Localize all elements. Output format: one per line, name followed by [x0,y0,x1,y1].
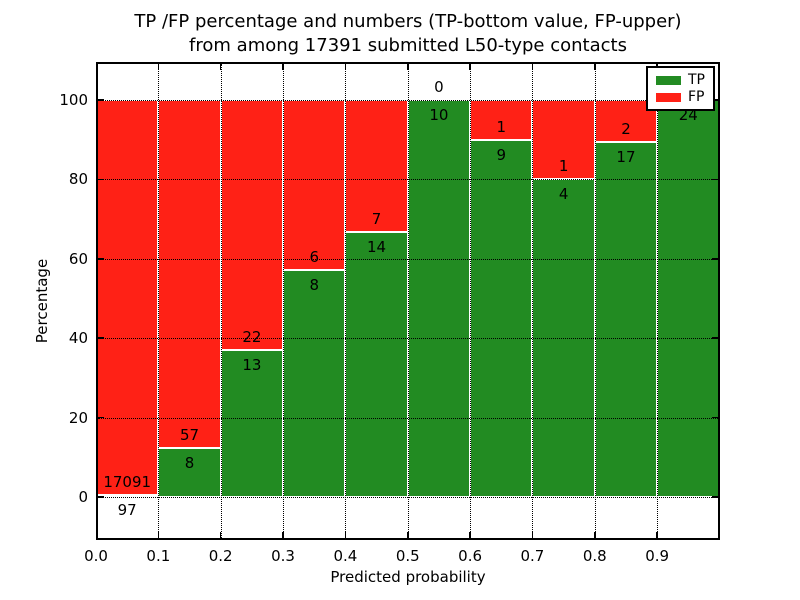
fp-count-label: 6 [309,248,319,267]
fp-count-label: 0 [434,78,444,96]
bar-segment-fp [532,100,595,180]
grid-line-vertical [594,64,596,538]
x-tick-label: 0.9 [645,547,670,565]
x-tick-mark [531,532,534,538]
x-tick-mark [407,64,409,70]
fp-count-label: 2 [621,119,631,138]
legend-box: TP FP [646,66,715,111]
x-tick-mark [531,64,534,70]
y-tick-mark [98,99,104,101]
tp-count-label: 14 [367,238,387,257]
fp-count-label: 17091 [103,472,152,491]
x-tick-mark [219,64,222,70]
x-tick-mark [656,532,658,538]
y-tick-label: 100 [59,91,88,109]
legend-label-fp: FP [688,89,705,105]
x-tick-label: 0.5 [395,547,420,565]
x-tick-label: 0.6 [458,547,483,565]
x-tick-mark [594,532,596,538]
fp-count-label: 22 [242,327,262,346]
bar-segment-fp [96,100,159,495]
tp-count-label: 8 [184,454,195,473]
grid-line-vertical [220,64,222,538]
chart-title-line1: TP /FP percentage and numbers (TP-bottom… [134,11,682,32]
x-tick-label: 0.7 [520,547,545,565]
bar-segment-tp [470,139,533,497]
y-tick-label: 80 [68,170,88,189]
legend-swatch-tp-icon [656,75,681,85]
y-tick-mark [98,496,104,498]
x-tick-mark [157,64,160,70]
grid-line-vertical [532,64,534,538]
grid-line-vertical [345,64,347,538]
x-tick-mark [469,64,471,70]
x-tick-mark [344,64,347,70]
y-tick-label: 60 [68,249,88,268]
tp-count-label: 97 [117,500,137,519]
tp-count-label: 9 [496,145,507,164]
x-tick-mark [282,64,284,70]
grid-line-vertical [158,64,160,538]
x-tick-mark [407,532,409,538]
x-tick-mark [594,64,596,70]
y-tick-mark [712,99,718,101]
y-tick-mark [98,416,104,419]
bar-segment-fp [220,100,284,350]
y-tick-label: 40 [68,329,88,348]
fp-count-label: 57 [179,426,200,445]
y-tick-mark [712,178,718,181]
bar-segment-tp [345,232,408,497]
x-tick-mark [219,532,222,538]
bar-segment-fp [158,100,221,449]
y-tick-mark [712,416,718,419]
x-tick-mark [157,532,160,538]
tp-count-label: 8 [309,276,319,295]
tp-count-label: 13 [242,355,262,374]
fp-count-label: 1 [558,157,569,176]
x-tick-label: 0.4 [333,547,358,565]
legend-entry-tp: TP [656,72,713,88]
y-tick-label: 20 [68,408,88,427]
bar-segment-fp [345,100,408,233]
x-axis-title: Predicted probability [330,568,486,586]
tp-count-label: 4 [558,185,569,204]
grid-line-vertical [470,64,472,538]
y-tick-mark [98,337,104,339]
legend-entry-fp: FP [656,89,713,105]
grid-line-vertical [407,64,409,538]
tp-count-label: 17 [616,147,636,166]
x-tick-mark [344,532,347,538]
y-tick-mark [98,178,104,181]
x-tick-label: 0.8 [582,547,607,565]
tp-count-label: 10 [429,106,449,124]
y-tick-mark [98,258,104,260]
legend-label-tp: TP [688,72,705,88]
y-tick-mark [712,337,718,339]
bar-segment-tp [283,270,346,497]
x-tick-label: 0.1 [146,547,171,565]
y-axis-title: Percentage [33,258,51,344]
legend-swatch-fp-icon [656,92,681,102]
y-tick-mark [712,258,718,260]
chart-title-line2: from among 17391 submitted L50-type cont… [189,35,627,56]
x-tick-mark [469,532,471,538]
x-tick-label: 0.2 [208,547,233,565]
bar-segment-fp [470,100,533,140]
bar-segment-tp [594,141,658,497]
bar-segment-fp [283,100,346,271]
grid-line-vertical [283,64,285,538]
x-tick-label: 0.0 [84,547,108,565]
y-tick-mark [712,496,718,498]
fp-count-label: 7 [371,210,382,229]
y-tick-label: 0 [78,488,88,506]
x-tick-mark [282,532,284,538]
grid-line-vertical [657,64,659,538]
x-tick-label: 0.3 [271,547,295,565]
fp-count-label: 1 [496,117,507,136]
